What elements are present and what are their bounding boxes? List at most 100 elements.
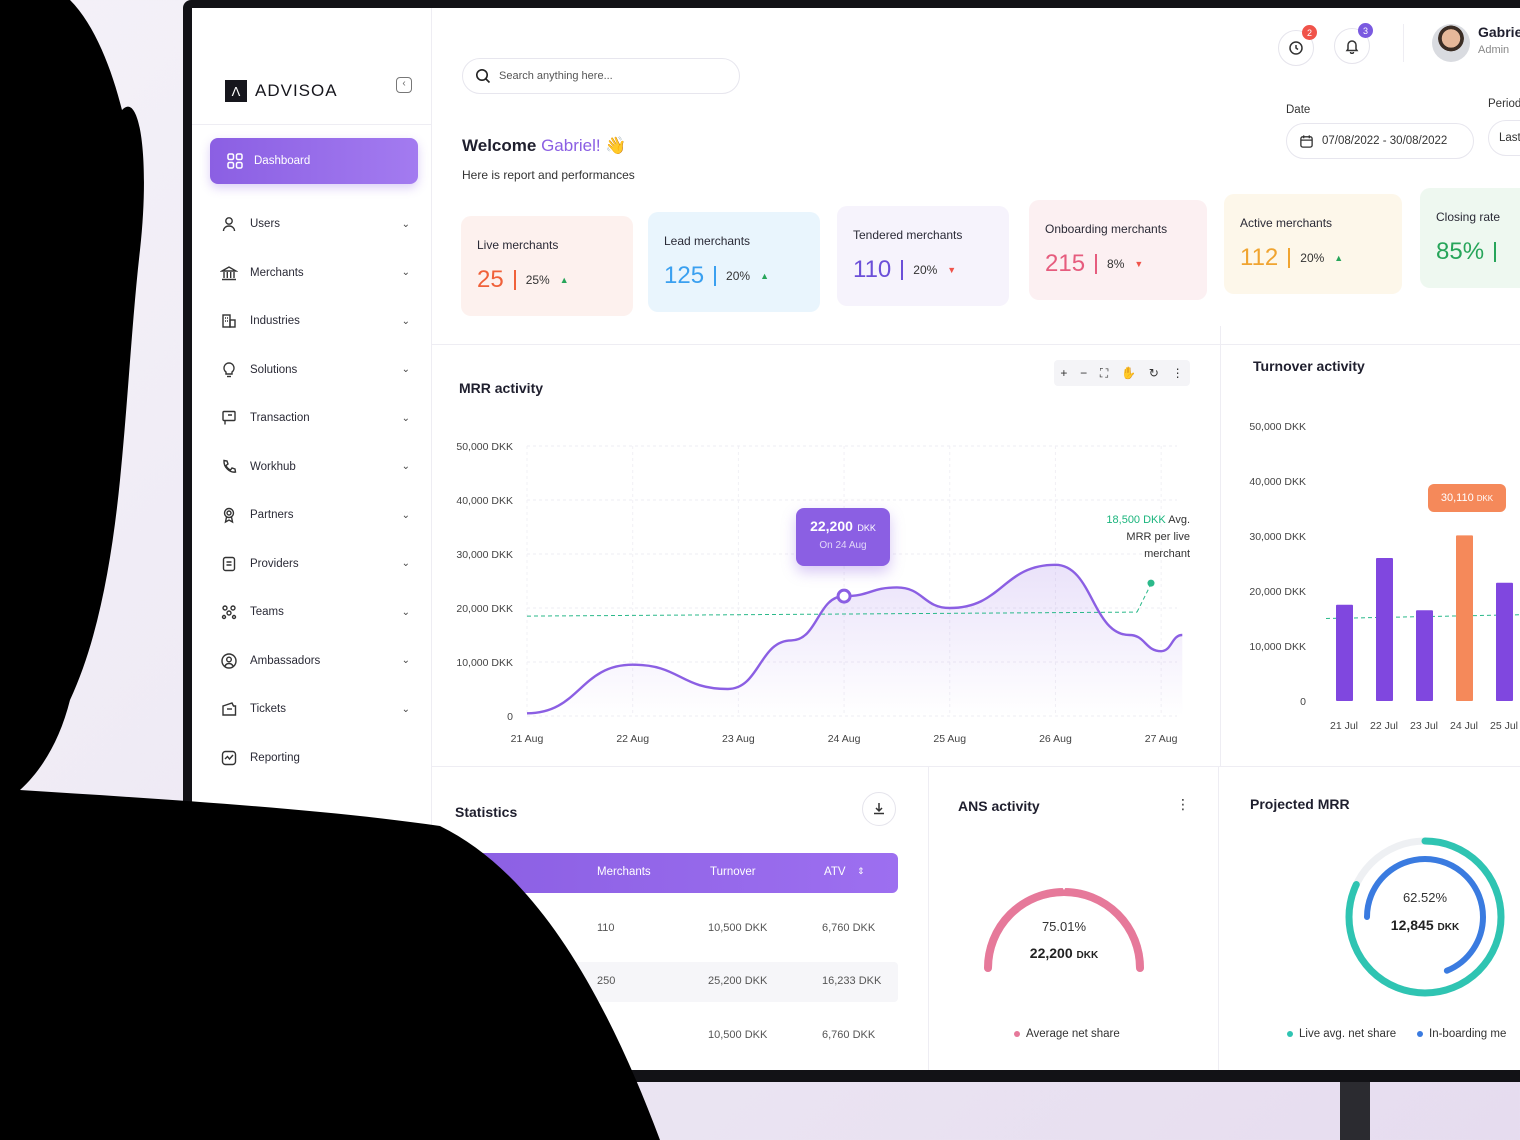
kpi-separator <box>1494 242 1497 262</box>
kpi-card-closing-rate[interactable]: Closing rate 85% <box>1420 188 1520 288</box>
kpi-value: 215 <box>1045 250 1086 277</box>
reset-icon[interactable]: ↻ <box>1148 366 1159 380</box>
kpi-separator <box>1288 248 1291 268</box>
turnover-chart[interactable]: 50,000 DKK 40,000 DKK 30,000 DKK 20,000 DKK… <box>1232 408 1520 738</box>
trend-up-icon: ▲ <box>760 271 769 281</box>
x-tick-label: 24 Aug <box>828 733 861 745</box>
chart-tooltip: 22,200 DKK On 24 Aug <box>796 508 890 566</box>
divider <box>1220 326 1221 766</box>
projected-title: Projected MRR <box>1250 796 1350 812</box>
sidebar-item-label: Reporting <box>250 751 300 764</box>
x-tick-label: 25 Aug <box>933 733 966 745</box>
page-subtitle: Here is report and performances <box>462 168 635 182</box>
period-select[interactable]: Last <box>1488 120 1520 156</box>
column-header-turnover[interactable]: Turnover <box>710 866 756 878</box>
sidebar-item-ambassadors[interactable]: Ambassadors ⌄ <box>220 637 410 686</box>
sidebar-item-label: Teams <box>250 606 284 619</box>
chevron-down-icon: ⌄ <box>401 461 410 473</box>
column-header-merchants[interactable]: Merchants <box>597 866 651 878</box>
brand-name: ADVISOA <box>255 81 338 100</box>
gauge-value-unit: DKK <box>1076 950 1099 961</box>
date-range-picker[interactable]: 07/08/2022 - 30/08/2022 <box>1286 123 1474 159</box>
notifications-button[interactable]: 3 <box>1334 23 1373 64</box>
mrr-chart[interactable]: 50,000 DKK 40,000 DKK 30,000 DKK 20,000 DKK… <box>447 428 1207 748</box>
y-tick-label: 0 <box>1300 696 1306 708</box>
sidebar-item-transaction[interactable]: Transaction ⌄ <box>220 394 410 443</box>
search-bar[interactable] <box>462 58 740 94</box>
user-circle-icon <box>221 653 237 669</box>
sort-icon[interactable]: ⇕ <box>857 866 865 876</box>
zoom-in-icon[interactable]: + <box>1060 366 1068 380</box>
tooltip-unit: DKK <box>857 523 876 533</box>
welcome-prefix: Welcome <box>462 136 537 155</box>
kpi-card-lead-merchants[interactable]: Lead merchants 125 20% ▲ <box>648 212 820 312</box>
chevron-down-icon: ⌄ <box>401 509 410 521</box>
chevron-down-icon: ⌄ <box>401 703 410 715</box>
y-tick-label: 10,000 DKK <box>456 657 513 669</box>
donut-outer-arc <box>1345 837 1505 997</box>
mrr-title: MRR activity <box>459 380 544 396</box>
sidebar-item-dashboard[interactable]: Dashboard <box>210 138 418 184</box>
kpi-card-live-merchants[interactable]: Live merchants 25 25% ▲ <box>461 216 633 316</box>
kpi-card-tendered-merchants[interactable]: Tendered merchants 110 20% ▼ <box>837 206 1009 306</box>
sidebar-item-tickets[interactable]: Tickets ⌄ <box>220 685 410 734</box>
download-button[interactable] <box>862 792 896 826</box>
bar-tooltip: 30,110 DKK <box>1428 484 1506 512</box>
sidebar-item-solutions[interactable]: Solutions ⌄ <box>220 346 410 395</box>
sidebar-item-providers[interactable]: Providers ⌄ <box>220 540 410 589</box>
sidebar-item-industries[interactable]: Industries ⌄ <box>220 297 410 346</box>
sidebar-item-partners[interactable]: Partners ⌄ <box>220 491 410 540</box>
period-label: Period <box>1488 98 1520 110</box>
x-tick-label: 24 Jul <box>1450 720 1478 732</box>
clock-icon <box>1289 41 1303 55</box>
fullscreen-icon[interactable]: ⛶ <box>1099 365 1109 380</box>
avatar[interactable] <box>1432 24 1470 62</box>
x-tick-label: 23 Jul <box>1410 720 1438 732</box>
chevron-down-icon: ⌄ <box>401 655 410 667</box>
kpi-value: 125 <box>664 262 705 289</box>
column-header-atv[interactable]: ATV <box>824 866 846 878</box>
kpi-percent: 20% <box>1300 251 1325 265</box>
kpi-card-active-merchants[interactable]: Active merchants 112 20% ▲ <box>1224 194 1402 294</box>
trend-down-icon: ▼ <box>947 265 957 275</box>
sidebar-item-teams[interactable]: Teams ⌄ <box>220 588 410 637</box>
search-icon <box>476 69 491 84</box>
y-tick-label: 40,000 DKK <box>456 495 513 507</box>
cell-turnover: 10,500 DKK <box>708 1029 768 1041</box>
sidebar-item-reporting[interactable]: Reporting <box>220 734 410 783</box>
collapse-sidebar-icon[interactable]: ‹ <box>396 77 412 93</box>
sidebar-item-workhub[interactable]: Workhub ⌄ <box>220 443 410 492</box>
user-name[interactable]: Gabriel <box>1478 24 1520 40</box>
zoom-out-icon[interactable]: − <box>1080 366 1088 380</box>
sidebar-item-merchants[interactable]: Merchants ⌄ <box>220 249 410 298</box>
table-row[interactable]: 10,500 DKK 6,760 DKK <box>454 1016 898 1056</box>
history-button[interactable]: 2 <box>1278 25 1317 66</box>
legend-label: In-boarding me <box>1429 1028 1507 1040</box>
average-point <box>1147 579 1155 587</box>
chevron-down-icon: ⌄ <box>401 218 410 230</box>
tooltip-value: 22,200 <box>810 518 853 534</box>
table-row[interactable]: 250 25,200 DKK 16,233 DKK <box>454 962 898 1002</box>
date-label: Date <box>1286 104 1311 116</box>
pan-icon[interactable]: ✋ <box>1121 366 1137 380</box>
y-tick-label: 10,000 DKK <box>1249 641 1306 653</box>
donut-inner-arc <box>1364 856 1486 978</box>
cell-atv: 6,760 DKK <box>822 1029 876 1041</box>
divider <box>1403 24 1404 62</box>
table-header: Merchants Turnover ATV ⇕ <box>454 853 898 893</box>
award-icon <box>223 508 235 524</box>
more-icon[interactable]: ⋮ <box>1176 796 1190 812</box>
sidebar-item-label: Workhub <box>250 460 296 473</box>
sidebar-item-label: Solutions <box>250 363 298 376</box>
sidebar-item-users[interactable]: Users ⌄ <box>220 200 410 249</box>
calendar-icon <box>1300 134 1313 148</box>
search-input[interactable] <box>499 70 719 82</box>
date-range-value: 07/08/2022 - 30/08/2022 <box>1322 135 1448 147</box>
kpi-label: Live merchants <box>477 238 559 252</box>
divider <box>928 766 929 1070</box>
more-icon[interactable]: ⋮ <box>1171 366 1184 380</box>
kpi-card-onboarding-merchants[interactable]: Onboarding merchants 215 8% ▼ <box>1029 200 1207 300</box>
y-tick-label: 50,000 DKK <box>1249 421 1306 433</box>
table-row[interactable]: 110 10,500 DKK 6,760 DKK <box>454 909 898 949</box>
brand-logo[interactable]: Λ ADVISOA <box>225 80 338 102</box>
